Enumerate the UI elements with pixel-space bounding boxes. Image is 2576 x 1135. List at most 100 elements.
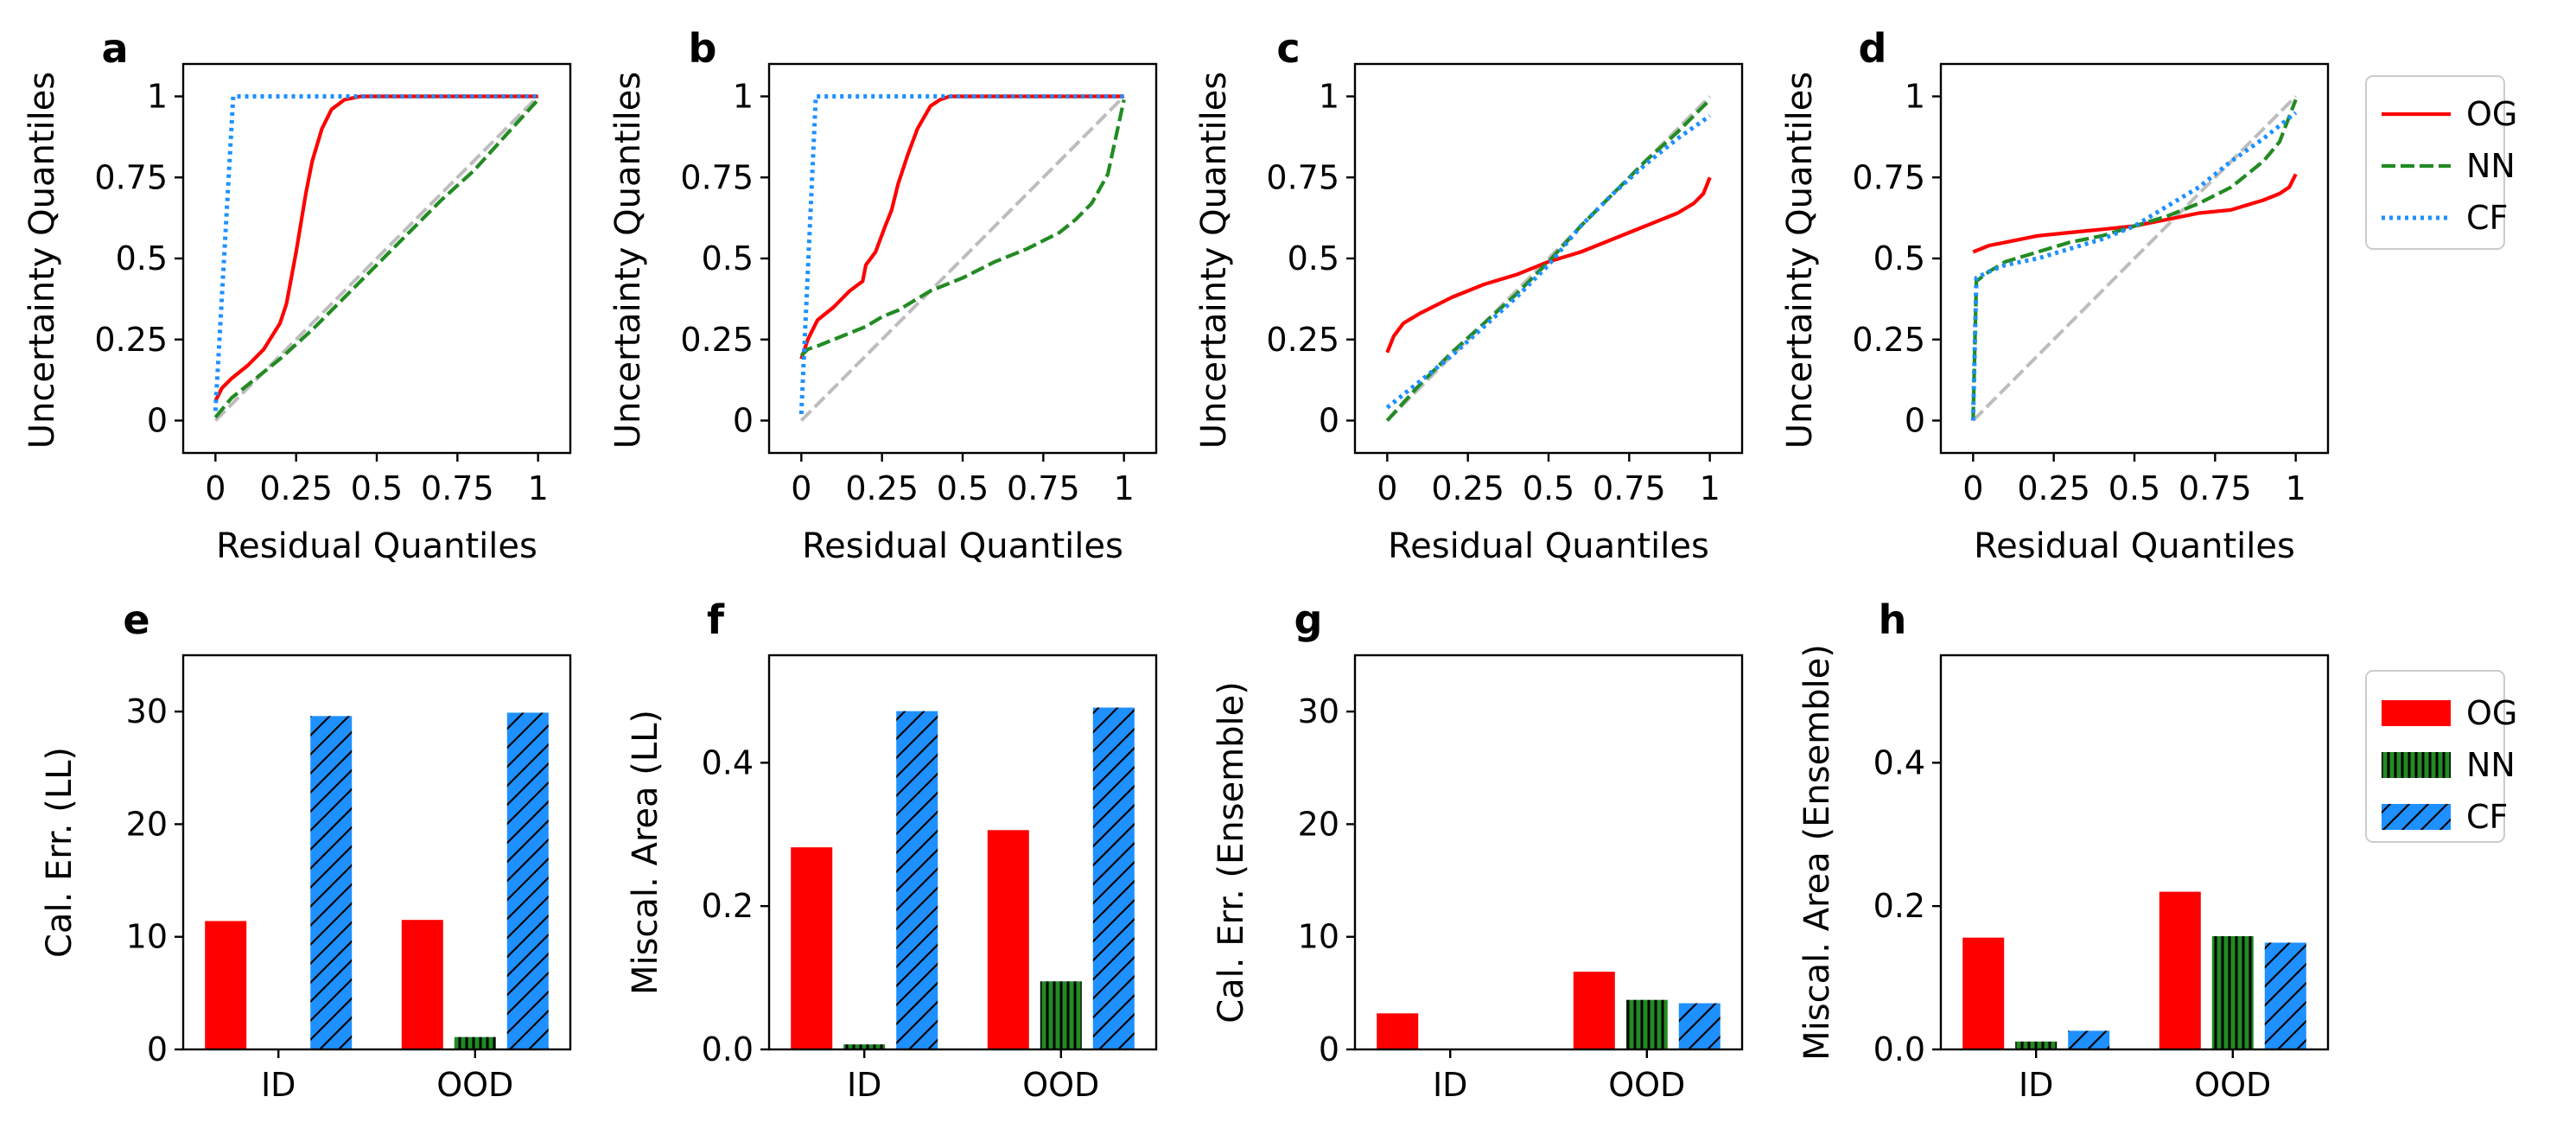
- y-tick-label: 30: [126, 692, 168, 730]
- legend-label-cf: CF: [2466, 798, 2508, 836]
- series-nn-line: [1385, 98, 1712, 422]
- x-tick-label: 0: [1377, 469, 1397, 507]
- y-tick-label: 0.75: [1266, 158, 1339, 196]
- axes-frame: [1939, 62, 2330, 455]
- series-og-line: [1972, 173, 2298, 254]
- x-tick-label: OOD: [1022, 1066, 1099, 1104]
- y-tick-label: 1: [147, 78, 168, 116]
- x-tick-label: ID: [1433, 1066, 1467, 1104]
- series-diagonal-line: [1971, 95, 2298, 422]
- x-tick-label: 0.75: [1593, 469, 1666, 507]
- bar-nn-id: [843, 1044, 886, 1049]
- x-tick-label: 0: [205, 469, 226, 507]
- bar-nn-ood: [1625, 999, 1668, 1049]
- axes-frame: [1939, 654, 2330, 1051]
- y-tick-label: 0.4: [1873, 743, 1925, 781]
- y-tick-label: 0.25: [680, 321, 754, 359]
- bar-og-id: [1962, 937, 2005, 1049]
- x-tick-label: ID: [2019, 1066, 2053, 1104]
- panel-g: g 0 10 20 30 ID OOD Cal. Err. (Ensemble): [1212, 596, 1744, 1104]
- x-tick-label: 1: [528, 469, 549, 507]
- line-legend: OG NN CF: [2365, 75, 2517, 250]
- bar-og-ood: [2159, 891, 2201, 1049]
- y-tick-label: 0.5: [116, 239, 168, 277]
- y-tick-label: 0: [1905, 402, 1925, 440]
- panel-a: a 0 0.25 0.5 0.75 1 0 0.25 0.5 0.75 1 Residual Quan…: [22, 25, 572, 566]
- panel-label: e: [123, 596, 149, 643]
- x-tick-label: 1: [1700, 469, 1721, 507]
- bar-cf-ood: [506, 712, 549, 1049]
- axes-frame: [1353, 654, 1744, 1051]
- series-cf-line: [1970, 111, 2298, 421]
- bar-og-id: [1377, 1013, 1419, 1049]
- series-og-line: [1385, 176, 1712, 354]
- series-nn-line: [1971, 99, 2298, 421]
- y-tick-label: 0.75: [1852, 158, 1925, 196]
- axes-frame: [181, 654, 572, 1051]
- series-cf-line: [213, 94, 538, 411]
- y-tick-label: 0: [1319, 1030, 1339, 1068]
- x-tick-label: 1: [2286, 469, 2306, 507]
- bar-cf-id: [896, 711, 938, 1049]
- y-tick-label: 0.4: [702, 743, 754, 781]
- series-nn-line: [799, 99, 1126, 357]
- x-tick-label: 0.75: [1007, 469, 1080, 507]
- series-og-line: [799, 94, 1124, 360]
- y-tick-label: 0.5: [702, 239, 754, 277]
- x-tick-label: 0: [791, 469, 811, 507]
- y-tick-label: 30: [1298, 692, 1339, 730]
- panel-label: c: [1276, 25, 1300, 72]
- legend-label-nn: NN: [2466, 746, 2516, 784]
- panel-e: e 0 10 20 30 ID OOD Cal. Err. (LL): [40, 596, 572, 1104]
- x-axis-label: Residual Quantiles: [216, 526, 537, 566]
- y-tick-label: 10: [126, 918, 168, 956]
- x-tick-label: OOD: [436, 1066, 513, 1104]
- x-tick-label: 0.5: [1523, 469, 1574, 507]
- legend-frame: [2365, 75, 2505, 250]
- legend-label-cf: CF: [2466, 199, 2508, 237]
- y-tick-label: 0.75: [94, 158, 168, 196]
- panel-label: f: [707, 596, 725, 643]
- x-tick-label: 0.75: [2178, 469, 2252, 507]
- panel-label: h: [1879, 596, 1907, 643]
- y-axis-label: Uncertainty Quantiles: [1194, 72, 1234, 449]
- series-cf-line: [798, 94, 1124, 415]
- bar-nn-ood: [2211, 936, 2254, 1049]
- y-tick-label: 0.0: [1873, 1030, 1925, 1068]
- x-tick-label: 1: [1114, 469, 1135, 507]
- y-tick-label: 0.2: [702, 887, 754, 925]
- y-tick-label: 0: [1319, 402, 1339, 440]
- panel-f: f 0.0 0.2 0.4 ID OOD Miscal. Area (LL): [626, 596, 1158, 1104]
- x-tick-label: 0.25: [845, 469, 919, 507]
- y-axis-label: Cal. Err. (LL): [40, 747, 80, 958]
- y-tick-label: 1: [733, 78, 754, 116]
- y-tick-label: 0: [147, 1030, 168, 1068]
- legend-label-og: OG: [2466, 95, 2517, 133]
- y-tick-label: 0.25: [1852, 321, 1925, 359]
- x-tick-label: 0.5: [937, 469, 989, 507]
- y-tick-label: 1: [1905, 78, 1925, 116]
- panel-label: g: [1294, 596, 1323, 643]
- y-tick-label: 0.25: [94, 321, 168, 359]
- bar-nn-ood: [454, 1036, 496, 1049]
- bar-legend: OG NN CF: [2365, 670, 2517, 843]
- panel-label: d: [1859, 25, 1887, 72]
- y-axis-label: Uncertainty Quantiles: [608, 72, 648, 449]
- y-tick-label: 0.5: [1873, 239, 1925, 277]
- y-tick-label: 1: [1319, 78, 1339, 116]
- panel-h: h 0.0 0.2 0.4 ID OOD Miscal. Area (Ensemble): [1797, 596, 2330, 1104]
- x-tick-label: 0.75: [421, 469, 494, 507]
- x-tick-label: OOD: [1608, 1066, 1685, 1104]
- bar-nn-ood: [1040, 981, 1082, 1049]
- x-axis-label: Residual Quantiles: [1388, 526, 1709, 566]
- y-tick-label: 20: [1298, 805, 1339, 843]
- axes-frame: [767, 62, 1158, 455]
- y-tick-label: 0.2: [1873, 887, 1925, 925]
- bar-og-ood: [1573, 972, 1615, 1049]
- bar-cf-ood: [1678, 1003, 1721, 1049]
- series-cf-line: [1385, 113, 1712, 410]
- y-axis-label: Uncertainty Quantiles: [22, 72, 62, 449]
- legend-swatch-og: [2382, 700, 2451, 726]
- y-tick-label: 0: [733, 402, 754, 440]
